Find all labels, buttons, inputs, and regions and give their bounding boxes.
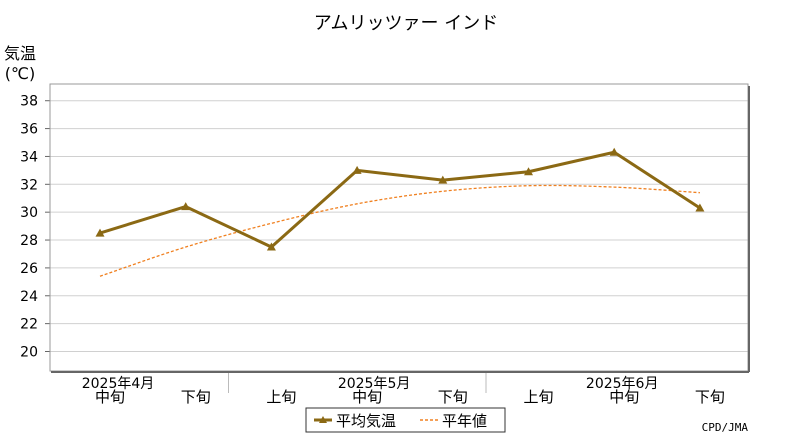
y-tick-label: 26	[20, 261, 38, 277]
series-mean-line	[99, 150, 701, 249]
series-lines	[95, 147, 705, 277]
x-month-label: 2025年4月	[82, 376, 155, 392]
legend-label-mean: 平均気温	[336, 412, 396, 430]
data-point-mean	[609, 147, 619, 156]
legend-box	[305, 407, 506, 433]
data-point-mean	[524, 167, 533, 176]
data-point-mean	[266, 242, 276, 251]
legend-marker-mean	[319, 416, 327, 423]
y-tick-label: 24	[20, 289, 38, 305]
x-month-label: 2025年5月	[338, 376, 411, 392]
y-tick-label: 36	[20, 122, 38, 138]
x-tick-label: 中旬	[95, 388, 125, 406]
x-tick-label: 下旬	[695, 388, 725, 406]
x-tick-label: 上旬	[523, 388, 553, 406]
y-tick-label: 30	[20, 205, 38, 221]
data-point-mean	[95, 228, 105, 237]
series-normal-line	[99, 184, 700, 277]
y-tick-label: 38	[20, 94, 38, 110]
x-tick-label: 下旬	[181, 388, 211, 406]
x-tick-label: 中旬	[352, 388, 382, 406]
legend-label-normal: 平年値	[442, 412, 487, 430]
y-tick-label: 28	[20, 233, 38, 249]
y-tick-label: 22	[20, 317, 38, 333]
plot-area-frame	[49, 83, 749, 372]
y-axis-unit: (℃)	[5, 64, 35, 83]
y-tick-label: 32	[20, 177, 38, 193]
y-tick-labels: 20 22 24 26 28 30 32 34 36 38	[20, 94, 38, 361]
x-tick-label: 上旬	[266, 388, 296, 406]
y-tick-label: 34	[20, 149, 38, 165]
grid	[45, 100, 748, 352]
source-credit: CPD/JMA	[702, 421, 749, 434]
data-point-mean	[695, 203, 705, 212]
data-point-mean	[352, 165, 362, 174]
data-point-mean	[438, 175, 448, 184]
legend: 平均気温 平年値	[305, 407, 506, 433]
x-tick-label: 中旬	[609, 388, 639, 406]
x-tick-label: 下旬	[438, 388, 468, 406]
y-axis-label: 気温	[4, 44, 36, 63]
x-month-label: 2025年6月	[586, 376, 659, 392]
y-tick-label: 20	[20, 344, 38, 360]
data-point-mean	[181, 202, 191, 211]
chart-title: アムリッツァー インド	[314, 13, 498, 34]
